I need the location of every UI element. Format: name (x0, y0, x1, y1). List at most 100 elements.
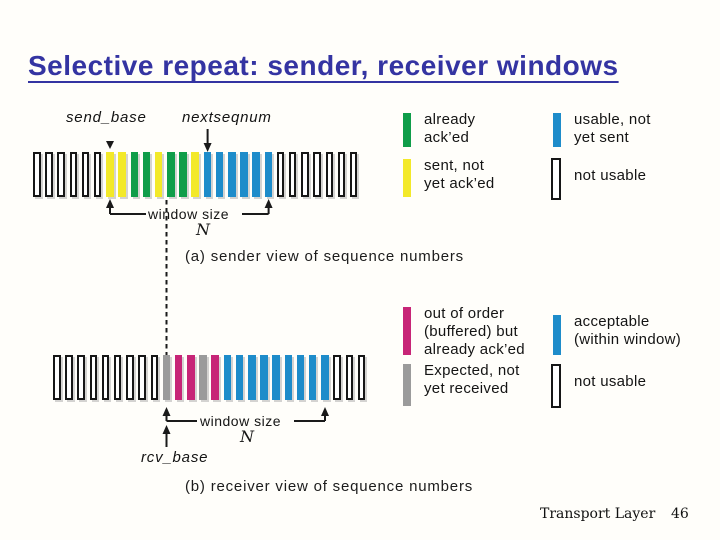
legend-label: Expected, not (424, 362, 520, 379)
sequence-bar-sent-unacked (154, 152, 163, 197)
sequence-bar-out-of-order (187, 355, 195, 400)
sequence-bar-not-usable (333, 355, 341, 400)
sequence-bar-acceptable (260, 355, 268, 400)
not-usable-swatch-icon (551, 158, 561, 200)
send-base-label: send_base (66, 109, 147, 126)
legend-item-expected-not-received: Expected, not yet received (403, 362, 520, 406)
sequence-bar-usable (240, 152, 248, 197)
sequence-bar-acceptable (272, 355, 280, 400)
sequence-bar-not-usable (138, 355, 146, 400)
sequence-bar-sent-unacked (191, 152, 199, 197)
sequence-bar-already-acked (167, 152, 175, 197)
receiver-window-n-label: N (240, 427, 254, 446)
sequence-bar-already-acked (179, 152, 187, 197)
sequence-bar-already-acked (142, 152, 151, 197)
sequence-bar-not-usable (93, 152, 102, 197)
already-acked-swatch-icon (403, 113, 411, 147)
sequence-bar-not-usable (33, 152, 41, 197)
sequence-bar-not-usable (113, 355, 122, 400)
legend-label: (buffered) but (424, 323, 518, 340)
out-of-order-swatch-icon (403, 307, 411, 355)
sequence-bar-usable (228, 152, 236, 197)
legend-item-sent-not-yet-acked: sent, not yet ack’ed (403, 157, 495, 197)
legend-label: yet ack’ed (424, 175, 495, 192)
sequence-bar-out-of-order (174, 355, 183, 400)
sequence-bar-not-usable (53, 355, 61, 400)
legend-label: already (424, 111, 476, 128)
sequence-bar-not-usable (150, 355, 158, 400)
legend-label: not usable (574, 167, 647, 184)
sequence-bar-out-of-order (211, 355, 219, 400)
sequence-bar-not-usable (65, 355, 73, 400)
sequence-bar-not-usable (57, 152, 65, 197)
footer-section-label: Transport Layer (540, 506, 656, 522)
sequence-bar-not-usable (301, 152, 309, 197)
legend-label: acceptable (574, 313, 650, 330)
sequence-bar-not-usable (349, 152, 358, 197)
send-base-pointer-icon (106, 141, 114, 149)
sent-unacked-swatch-icon (403, 159, 411, 197)
expected-swatch-icon (403, 364, 411, 406)
sequence-bar-not-usable (81, 152, 90, 197)
legend-label: sent, not (424, 157, 485, 174)
sequence-bar-acceptable (321, 355, 329, 400)
legend-label: yet received (424, 380, 509, 397)
sequence-bar-sent-unacked (106, 152, 114, 197)
legend-item-out-of-order: out of order (buffered) but already ack’… (403, 305, 525, 359)
legend-item-already-acked: already ack’ed (403, 111, 475, 147)
rcv-base-arrowhead-icon (162, 425, 171, 434)
not-usable-swatch-icon (551, 364, 561, 408)
sender-window-size-label: window size (148, 206, 229, 222)
sequence-bar-acceptable (284, 355, 293, 400)
legend-label: already ack’ed (424, 341, 525, 358)
sender-window-n-label: N (196, 220, 210, 239)
nextseqnum-label: nextseqnum (182, 109, 272, 126)
sequence-bar-usable (215, 152, 224, 197)
usable-swatch-icon (553, 113, 561, 147)
legend-item-usable-not-yet-sent: usable, not yet sent (553, 111, 651, 147)
sequence-bar-not-usable (101, 355, 110, 400)
footer-page-number: 46 (671, 506, 689, 522)
receiver-window-size-label: window size (200, 413, 281, 429)
legend-label: yet sent (574, 129, 629, 146)
sequence-bar-usable (252, 152, 260, 197)
sequence-bar-expected (199, 355, 207, 400)
receiver-caption: (b) receiver view of sequence numbers (185, 478, 474, 495)
sequence-bar-acceptable (248, 355, 256, 400)
sequence-bar-not-usable (276, 152, 285, 197)
sequence-bar-not-usable (288, 152, 297, 197)
sequence-bar-usable (264, 152, 273, 197)
legend-label: not usable (574, 373, 647, 390)
sequence-bar-not-usable (69, 152, 78, 197)
nextseqnum-arrowhead-icon (203, 143, 212, 152)
sequence-bar-not-usable (89, 355, 98, 400)
sequence-bar-not-usable (45, 152, 53, 197)
sequence-bar-acceptable (235, 355, 244, 400)
sequence-bar-acceptable (308, 355, 317, 400)
sequence-bar-usable (203, 152, 212, 197)
sequence-bar-already-acked (130, 152, 138, 197)
sequence-bar-expected (162, 355, 171, 400)
sequence-bar-not-usable (357, 355, 366, 400)
sequence-bar-not-usable (337, 152, 346, 197)
acceptable-swatch-icon (553, 315, 561, 355)
sequence-bar-not-usable (325, 152, 333, 197)
legend-item-not-usable-receiver: not usable (551, 362, 646, 408)
sequence-bar-acceptable (296, 355, 305, 400)
sequence-bar-acceptable (223, 355, 232, 400)
page-title: Selective repeat: sender, receiver windo… (28, 50, 619, 81)
sequence-bar-not-usable (126, 355, 134, 400)
legend-item-acceptable: acceptable (within window) (553, 313, 681, 355)
legend-item-not-usable-sender: not usable (551, 156, 646, 200)
sequence-bar-not-usable (345, 355, 353, 400)
sender-sequence-row (33, 152, 358, 197)
sequence-bar-not-usable (77, 355, 85, 400)
sequence-bar-sent-unacked (118, 152, 126, 197)
legend-label: (within window) (574, 331, 682, 348)
legend-label: usable, not (574, 111, 651, 128)
sender-caption: (a) sender view of sequence numbers (185, 248, 464, 265)
rcv-base-label: rcv_base (141, 449, 209, 466)
legend-label: ack’ed (424, 129, 470, 146)
receiver-sequence-row (53, 355, 366, 400)
